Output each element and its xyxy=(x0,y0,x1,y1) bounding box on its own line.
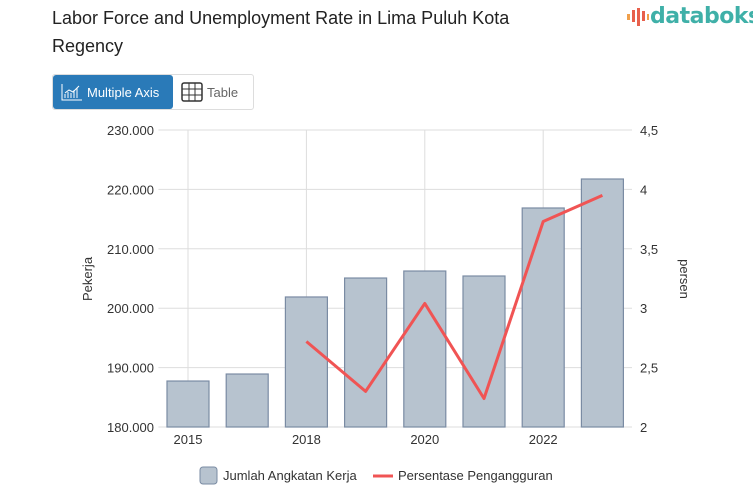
chart-icon xyxy=(61,84,82,101)
y-right-tick: 4,5 xyxy=(640,123,658,138)
bar-2020 xyxy=(403,270,447,428)
y-left-tick: 180.000 xyxy=(107,420,154,435)
y-left-tick: 220.000 xyxy=(107,182,154,197)
legend: Jumlah Angkatan Kerja Persentase Pengang… xyxy=(199,466,553,485)
x-tick: 2015 xyxy=(174,432,203,447)
tab-label: Multiple Axis xyxy=(87,84,160,100)
table-icon xyxy=(181,82,203,102)
bar-2018 xyxy=(284,296,328,428)
x-tick: 2022 xyxy=(529,432,558,447)
y-right-label: persen xyxy=(677,259,692,299)
y-left-tick: 190.000 xyxy=(107,361,154,376)
databoks-logo: databoks xyxy=(626,4,753,29)
tab-multiple-axis[interactable]: Multiple Axis xyxy=(53,75,173,109)
y-left-label: Pekerja xyxy=(80,256,95,301)
legend-line-label: Persentase Pengangguran xyxy=(398,468,553,483)
y-right-tick: 4 xyxy=(640,182,647,197)
logo-bars-icon xyxy=(627,7,649,26)
unemployment-line xyxy=(305,193,604,400)
bar-2015 xyxy=(166,380,210,428)
x-tick: 2020 xyxy=(410,432,439,447)
y-right-tick: 3 xyxy=(640,301,647,316)
bar-2019 xyxy=(344,277,388,428)
y-right-tick: 2 xyxy=(640,420,647,435)
y-left-tick: 230.000 xyxy=(107,123,154,138)
tab-label: Table xyxy=(207,84,239,100)
y-left-tick: 200.000 xyxy=(107,301,154,316)
tab-table[interactable]: Table xyxy=(173,75,246,109)
legend-bar-swatch xyxy=(199,466,218,485)
x-tick: 2018 xyxy=(292,432,321,447)
y-right-tick: 2,5 xyxy=(640,361,658,376)
bar-2023 xyxy=(580,178,625,428)
legend-bar-label: Jumlah Angkatan Kerja xyxy=(223,468,357,483)
bar-2022 xyxy=(521,207,565,428)
y-left-tick: 210.000 xyxy=(107,242,154,257)
view-tabs: Multiple Axis Table xyxy=(52,74,254,110)
chart-title: Labor Force and Unemployment Rate in Lim… xyxy=(52,8,510,56)
bar-2017 xyxy=(225,373,269,428)
y-right-tick: 3,5 xyxy=(640,242,658,257)
bar-2021 xyxy=(462,275,506,428)
